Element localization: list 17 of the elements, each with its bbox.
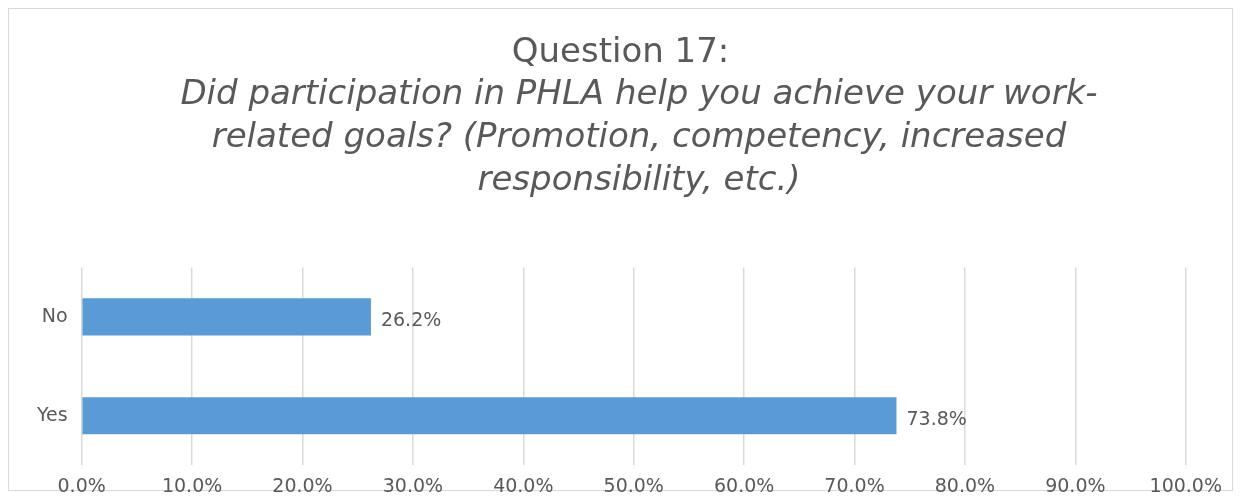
x-tick-label: 20.0% bbox=[272, 473, 333, 496]
x-tick-label: 30.0% bbox=[382, 473, 444, 496]
data-label: 73.8% bbox=[906, 406, 967, 429]
x-tick-label: 60.0% bbox=[713, 473, 775, 496]
x-tick-label: 90.0% bbox=[1045, 473, 1106, 496]
x-tick-label: 10.0% bbox=[161, 473, 223, 496]
x-tick-label: 100.0% bbox=[1149, 473, 1222, 496]
x-tick-label: 50.0% bbox=[603, 473, 664, 496]
chart-title: Question 17: bbox=[510, 29, 731, 71]
data-label: 26.2% bbox=[380, 307, 442, 330]
x-tick-label: 0.0% bbox=[57, 473, 106, 496]
y-tick-label: No bbox=[41, 303, 68, 326]
x-tick-label: 40.0% bbox=[493, 473, 554, 496]
x-tick-label: 80.0% bbox=[934, 473, 996, 496]
x-tick-label: 70.0% bbox=[824, 473, 885, 496]
chart-subtitle: Did participation in PHLA help you achieve your work-related goals? (Promotion, competency, increased responsibility, etc.) bbox=[179, 71, 1099, 200]
y-tick-label: Yes bbox=[36, 402, 68, 425]
